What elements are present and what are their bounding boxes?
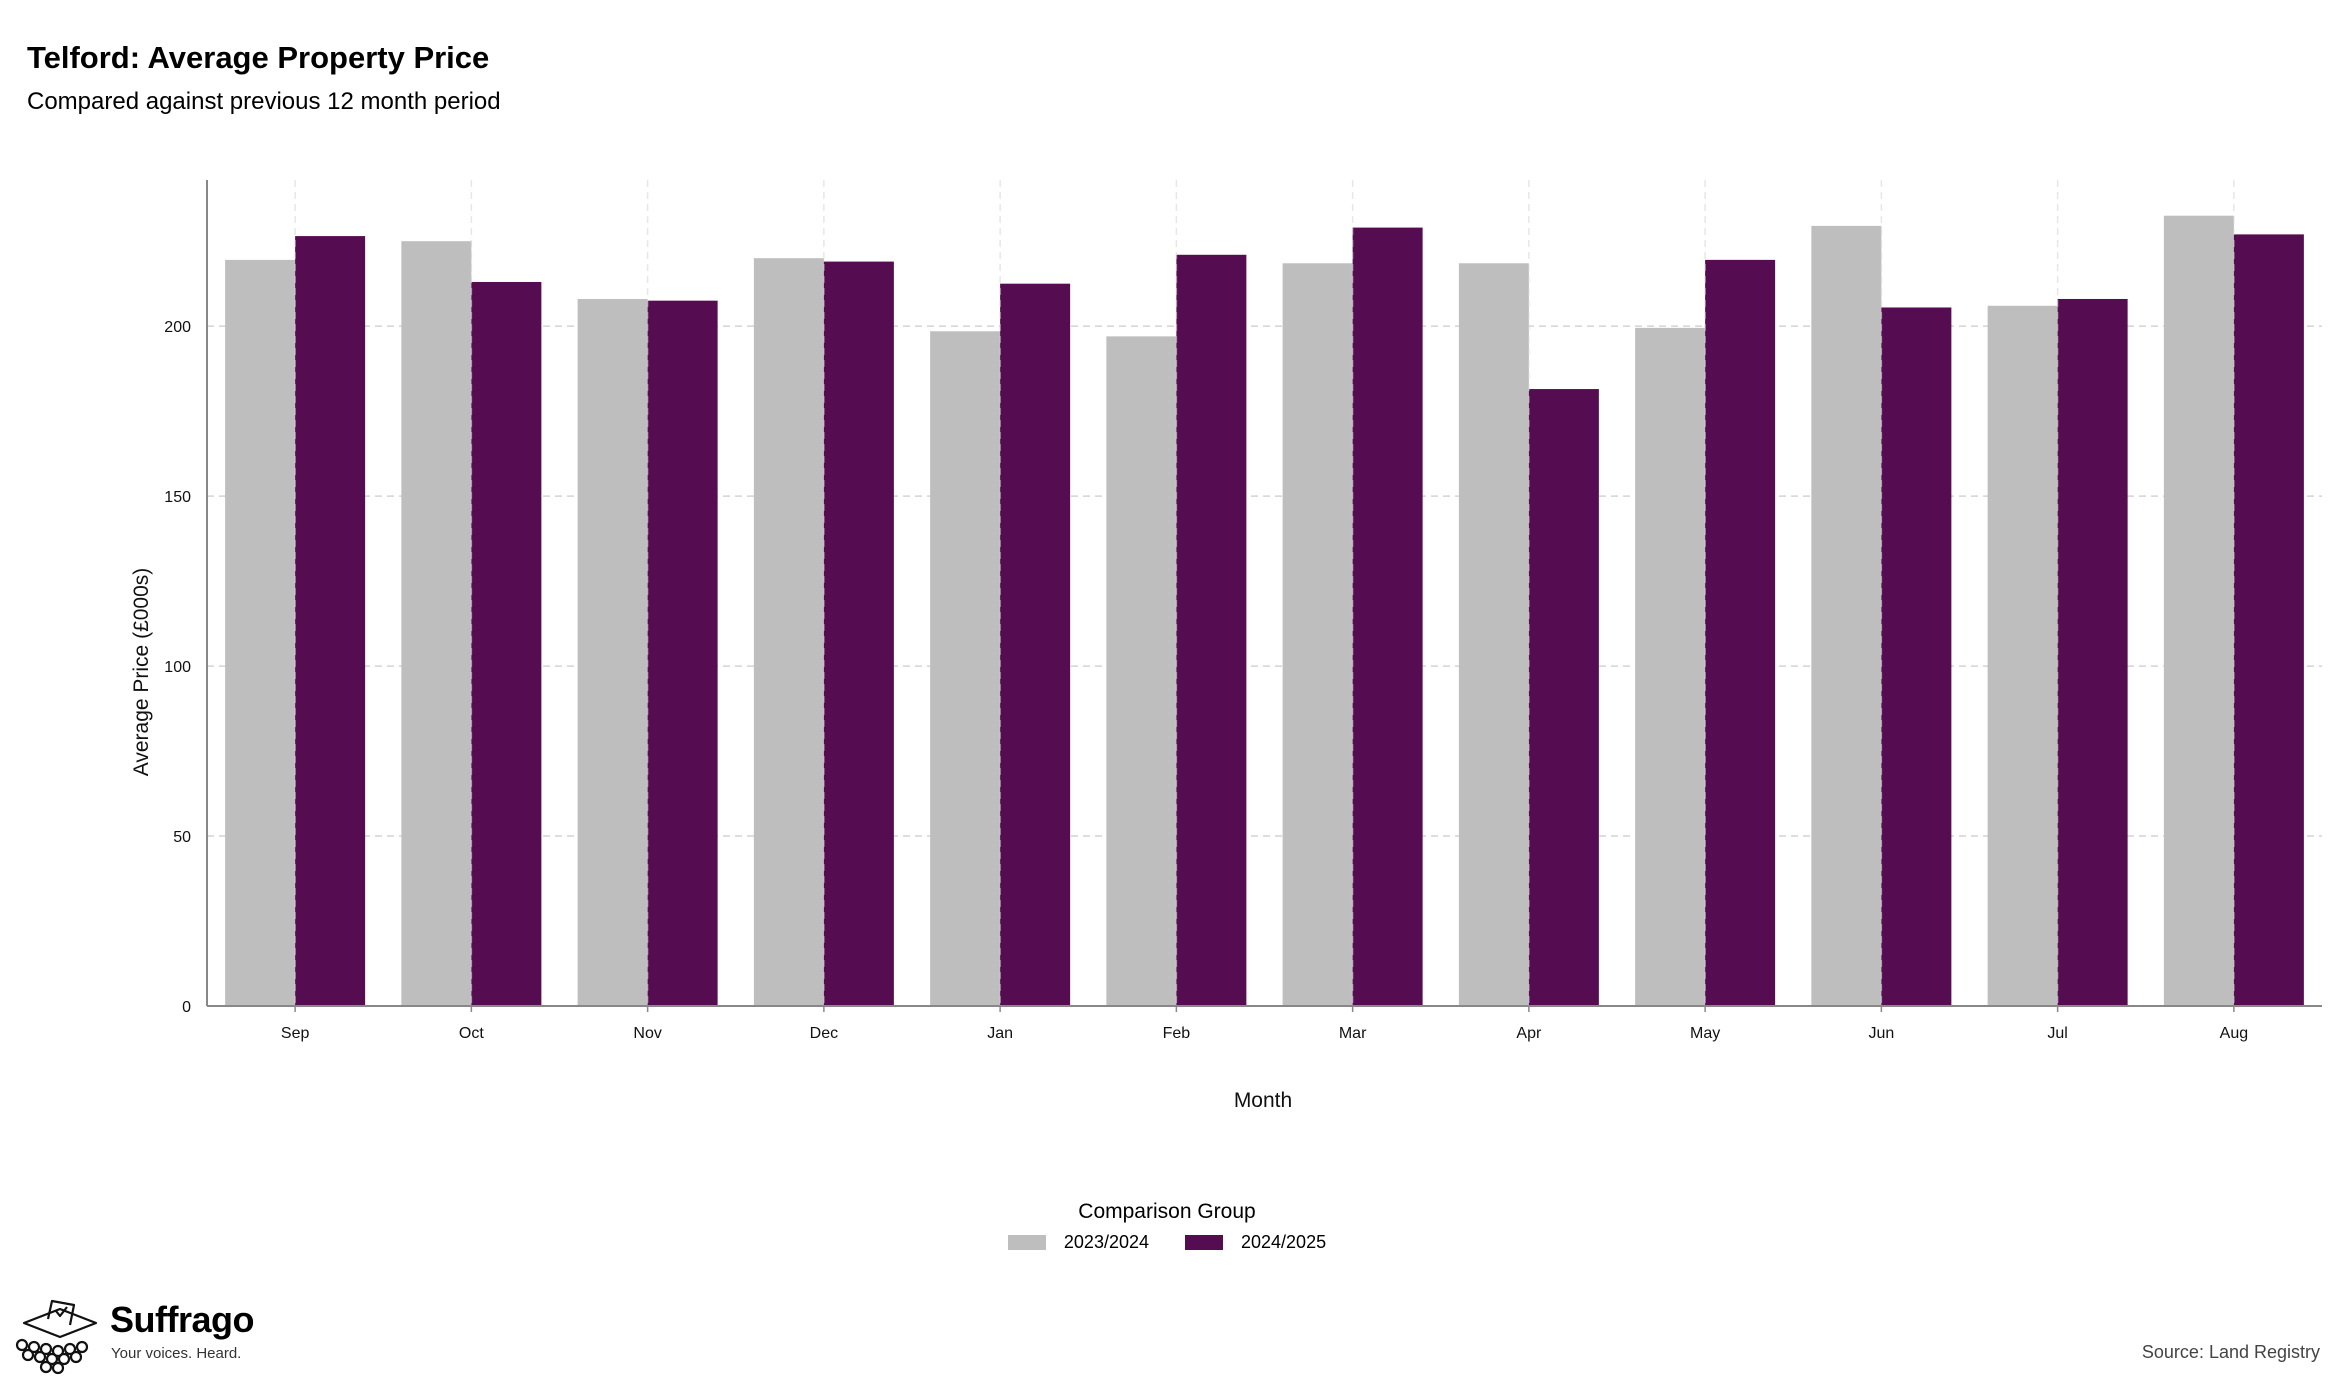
legend: Comparison Group 2023/2024 2024/2025	[0, 1200, 2334, 1255]
x-tick-label: Dec	[810, 1025, 838, 1042]
legend-item-2024-2025: 2024/2025	[1185, 1232, 1326, 1253]
ballot-box-icon	[15, 1299, 98, 1375]
y-tick-label: 150	[164, 489, 191, 506]
bar-2023-2024-nov	[577, 298, 648, 1006]
x-tick-label: May	[1690, 1025, 1720, 1042]
bar-2024-2025-may	[1705, 259, 1776, 1007]
legend-swatch-2024-2025	[1185, 1235, 1223, 1250]
bar-2023-2024-feb	[1106, 336, 1177, 1006]
chart-subtitle: Compared against previous 12 month perio…	[27, 88, 501, 115]
axes	[206, 180, 2322, 1012]
y-tick-label: 50	[173, 829, 191, 846]
y-tick-label: 0	[182, 999, 191, 1016]
source-note: Source: Land Registry	[2141, 1342, 2320, 1362]
legend-label-2024-2025: 2024/2025	[1241, 1232, 1327, 1252]
legend-swatch-2023-2024	[1007, 1235, 1046, 1250]
bar-2024-2025-oct	[471, 281, 542, 1006]
bar-2024-2025-jul	[2057, 298, 2128, 1006]
bar-2023-2024-oct	[401, 241, 472, 1006]
brand-logo: Suffrago Your voices. Heard.	[14, 1295, 274, 1375]
bar-2023-2024-sep	[225, 259, 296, 1007]
bar-2024-2025-mar	[1352, 227, 1423, 1006]
bar-2024-2025-sep	[295, 236, 366, 1006]
x-tick-label: Sep	[281, 1025, 310, 1042]
x-tick-label: Apr	[1516, 1025, 1542, 1042]
chart-title: Telford: Average Property Price	[27, 40, 490, 75]
bar-2023-2024-dec	[753, 258, 824, 1007]
bar-2024-2025-jun	[1881, 307, 1952, 1007]
x-tick-label: Aug	[2220, 1025, 2248, 1042]
bar-2023-2024-mar	[1282, 263, 1353, 1006]
bar-2024-2025-aug	[2233, 234, 2304, 1006]
vertical-grid-lines	[294, 180, 2235, 1006]
x-tick-label: Jul	[2047, 1025, 2067, 1042]
bar-2023-2024-apr	[1458, 263, 1529, 1006]
legend-items: 2023/2024 2024/2025	[1007, 1232, 1326, 1253]
bars	[225, 215, 2304, 1007]
bar-2023-2024-jun	[1811, 225, 1882, 1006]
bar-2023-2024-jan	[930, 331, 1001, 1006]
grid-lines	[207, 325, 2322, 837]
y-tick-label: 200	[164, 319, 191, 336]
tick-labels: 0 50 100 150 200 Sep Oct Nov Dec Jan Feb Mar Apr May J…	[164, 319, 2248, 1042]
bar-2024-2025-dec	[823, 261, 894, 1006]
brand-tagline: Your voices. Heard.	[111, 1345, 242, 1362]
brand-name: Suffrago	[110, 1299, 255, 1340]
y-axis-title: Average Price (£000s)	[130, 568, 153, 777]
x-tick-label: Oct	[459, 1025, 484, 1042]
x-tick-label: Jan	[987, 1025, 1013, 1042]
x-tick-label: Mar	[1339, 1025, 1367, 1042]
bar-2023-2024-may	[1635, 327, 1706, 1006]
legend-label-2023-2024: 2023/2024	[1063, 1232, 1149, 1252]
bar-2024-2025-jan	[1000, 283, 1071, 1006]
bar-2023-2024-jul	[1987, 305, 2058, 1007]
bar-chart: 0 50 100 150 200 Sep Oct Nov Dec Jan Feb Mar Apr May J…	[130, 180, 2322, 1112]
bar-2024-2025-feb	[1176, 254, 1247, 1007]
bar-2024-2025-nov	[647, 300, 718, 1006]
x-tick-label: Jun	[1868, 1025, 1894, 1042]
x-tick-label: Feb	[1163, 1025, 1191, 1042]
legend-item-2023-2024: 2023/2024	[1007, 1232, 1149, 1253]
bar-2024-2025-apr	[1528, 389, 1599, 1006]
x-axis-title: Month	[1234, 1089, 1292, 1112]
legend-title: Comparison Group	[1078, 1200, 1256, 1223]
y-tick-label: 100	[164, 659, 191, 676]
bar-2023-2024-aug	[2163, 215, 2234, 1007]
x-tick-label: Nov	[633, 1025, 661, 1042]
